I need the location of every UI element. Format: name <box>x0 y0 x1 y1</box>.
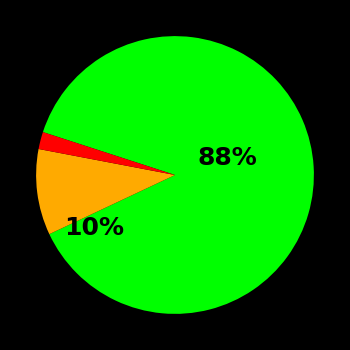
Wedge shape <box>38 132 175 175</box>
Wedge shape <box>43 36 314 314</box>
Text: 88%: 88% <box>198 146 258 170</box>
Text: 10%: 10% <box>64 216 125 240</box>
Wedge shape <box>36 149 175 234</box>
